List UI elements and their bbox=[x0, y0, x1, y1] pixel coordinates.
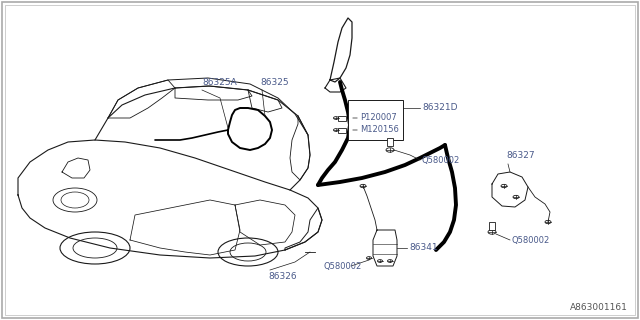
Bar bbox=[338, 116, 346, 121]
Bar bbox=[348, 100, 403, 140]
Text: 86325A: 86325A bbox=[202, 78, 237, 87]
Text: A863001161: A863001161 bbox=[570, 303, 628, 312]
Bar bbox=[489, 222, 495, 230]
Text: 86326: 86326 bbox=[268, 272, 296, 281]
Text: 86341: 86341 bbox=[409, 244, 438, 252]
Text: Q580002: Q580002 bbox=[324, 261, 362, 270]
Text: Q580002: Q580002 bbox=[422, 156, 460, 164]
Text: P120007: P120007 bbox=[360, 114, 397, 123]
Bar bbox=[338, 127, 346, 132]
Text: 86327: 86327 bbox=[506, 151, 534, 160]
Text: Q580002: Q580002 bbox=[512, 236, 550, 244]
Bar bbox=[387, 138, 393, 146]
Text: 86325: 86325 bbox=[260, 78, 289, 87]
Text: M120156: M120156 bbox=[360, 125, 399, 134]
Text: 86321D: 86321D bbox=[422, 103, 458, 113]
